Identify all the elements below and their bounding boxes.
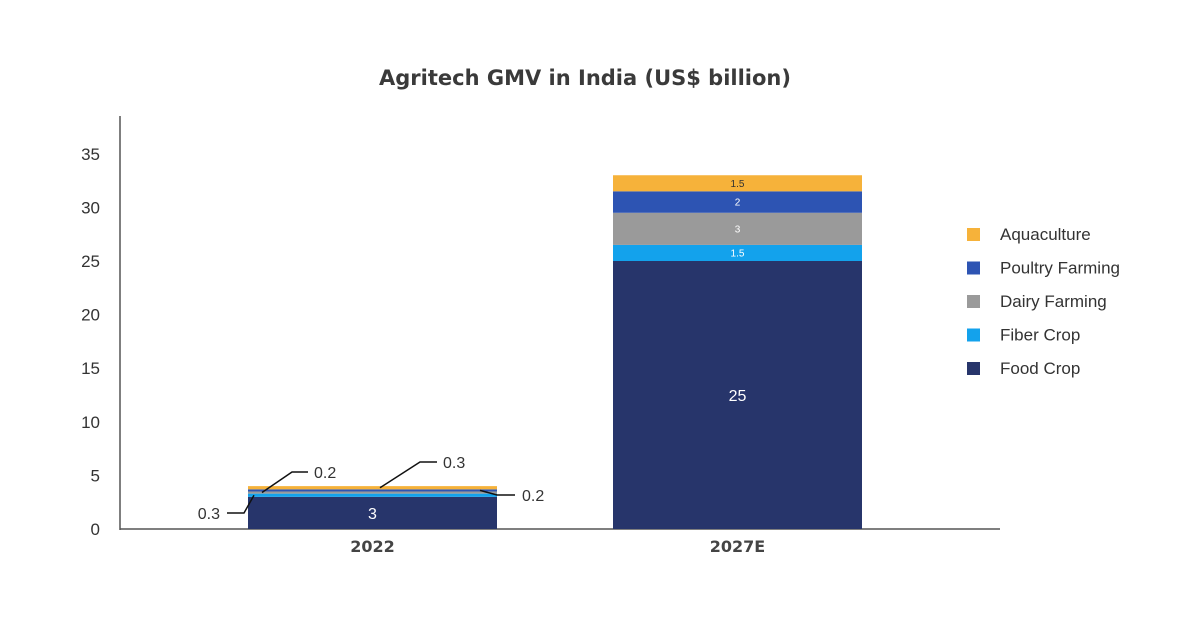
bar-segment bbox=[613, 244, 862, 261]
data-label: 2 bbox=[735, 198, 741, 209]
x-category-label: 2027E bbox=[710, 537, 765, 556]
legend: Aquaculture Poultry Farming Dairy Farming F… bbox=[967, 225, 1120, 378]
legend-swatch bbox=[967, 362, 980, 375]
data-labels-group: 25 1.5 3 2 1.5 3 0.3 0.2 0.2 0.3 bbox=[198, 179, 747, 523]
legend-label: Poultry Farming bbox=[1000, 259, 1120, 278]
y-axis-ticks: 0 5 10 15 20 25 30 35 bbox=[81, 145, 100, 539]
chart-title: Agritech GMV in India (US$ billion) bbox=[379, 66, 791, 90]
x-category-label: 2022 bbox=[350, 537, 395, 556]
legend-swatch bbox=[967, 295, 980, 308]
y-tick-label: 10 bbox=[81, 413, 100, 432]
legend-swatch bbox=[967, 328, 980, 342]
y-tick-label: 30 bbox=[81, 198, 100, 217]
y-tick-label: 5 bbox=[91, 466, 100, 485]
data-label: 1.5 bbox=[731, 248, 745, 259]
data-label: 3 bbox=[368, 506, 377, 523]
y-tick-label: 25 bbox=[81, 252, 100, 271]
legend-swatch bbox=[967, 261, 980, 275]
y-tick-label: 0 bbox=[91, 520, 100, 539]
legend-label: Aquaculture bbox=[1000, 225, 1091, 244]
bar-segment bbox=[248, 496, 497, 529]
data-label: 1.5 bbox=[731, 179, 745, 190]
legend-swatch bbox=[967, 228, 980, 241]
legend-label: Dairy Farming bbox=[1000, 292, 1107, 311]
legend-label: Food Crop bbox=[1000, 359, 1080, 378]
leader-line bbox=[379, 461, 437, 489]
bar-segment bbox=[248, 486, 497, 490]
x-axis-categories: 2022 2027E bbox=[350, 537, 765, 556]
bars-group bbox=[248, 175, 862, 529]
y-tick-label: 20 bbox=[81, 306, 100, 325]
bar-segment bbox=[248, 493, 497, 497]
data-label: 25 bbox=[729, 388, 747, 405]
data-label: 3 bbox=[735, 224, 741, 235]
data-label: 0.3 bbox=[198, 506, 220, 523]
bar-segment bbox=[613, 191, 862, 213]
data-label: 0.2 bbox=[522, 488, 544, 505]
bar-segment bbox=[248, 489, 497, 492]
leader-line bbox=[479, 489, 515, 496]
legend-label: Fiber Crop bbox=[1000, 326, 1080, 345]
bar-segment bbox=[613, 212, 862, 245]
bar-segment bbox=[613, 261, 862, 529]
data-label: 0.3 bbox=[443, 455, 465, 472]
leader-line bbox=[261, 471, 308, 494]
leader-line bbox=[227, 494, 255, 514]
y-tick-label: 15 bbox=[81, 359, 100, 378]
y-tick-label: 35 bbox=[81, 145, 100, 164]
data-label: 0.2 bbox=[314, 465, 336, 482]
bar-segment bbox=[248, 491, 497, 494]
bar-segment bbox=[613, 175, 862, 192]
